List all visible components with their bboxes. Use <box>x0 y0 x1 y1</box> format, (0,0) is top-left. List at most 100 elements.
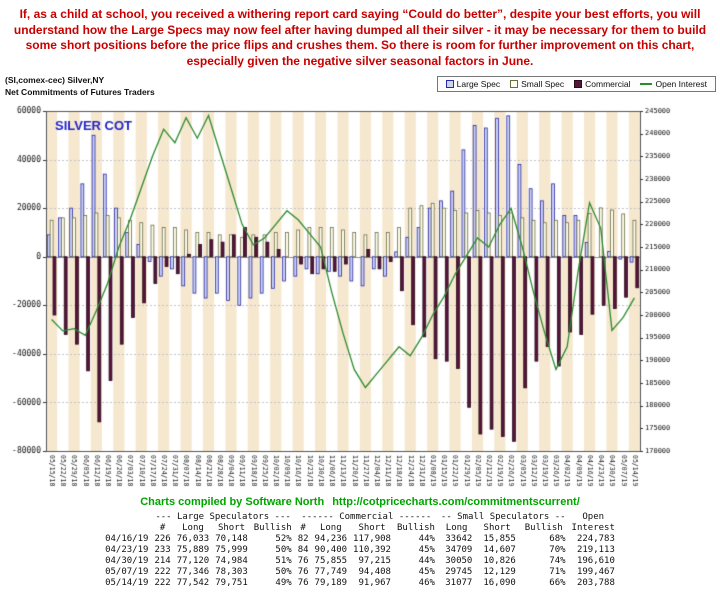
table-cell: 45% <box>418 545 435 556</box>
table-cell: 70% <box>549 545 566 556</box>
table-cell: 222 <box>154 578 171 589</box>
table-cell: 199,467 <box>576 567 615 578</box>
table-cell: 82 <box>297 534 309 545</box>
table-cell: 52% <box>275 534 292 545</box>
table-cell: 12,129 <box>483 567 516 578</box>
table-cell: 74,984 <box>215 556 248 567</box>
table-cell: 05/07/19 <box>105 567 149 578</box>
table-cell: 84 <box>297 545 309 556</box>
table-col-header: Short <box>217 523 246 534</box>
table-row: 05/07/19 222 77,346 78,303 50% 76 77,749 94,408… <box>102 567 618 578</box>
table-cell: 34709 <box>445 545 473 556</box>
table-cell: 75,889 <box>176 545 210 556</box>
table-col-header: Bullish <box>524 523 563 534</box>
table-cell: 44% <box>418 556 435 567</box>
table-cell: 90,400 <box>314 545 348 556</box>
chart-titles: (SI,comex-cec) Silver,NY Net Commitments… <box>5 75 155 99</box>
table-cell: 77,749 <box>314 567 348 578</box>
table-cell: 79,189 <box>314 578 348 589</box>
table-cell: 51% <box>275 556 292 567</box>
table-cell: 29745 <box>445 567 473 578</box>
table-cell: 04/30/19 <box>105 556 149 567</box>
table-group-header: --- Large Speculators --- <box>155 512 291 523</box>
table-cell: 14,607 <box>483 545 516 556</box>
table-cell: 45% <box>418 567 435 578</box>
table-cell: 44% <box>418 534 435 545</box>
table-cell: 79,751 <box>215 578 248 589</box>
table-col-header: Interest <box>571 523 615 534</box>
table-col-header: # <box>300 523 306 534</box>
table-cell: 50% <box>275 545 292 556</box>
table-cell: 74% <box>549 556 566 567</box>
table-cell: 75,855 <box>314 556 348 567</box>
cot-table: --- Large Speculators --- ------ Commerci… <box>102 512 618 589</box>
table-cell: 31077 <box>445 578 473 589</box>
commentary-text: If, as a child at school, you received a… <box>13 7 707 68</box>
table-cell: 77,542 <box>176 578 210 589</box>
table-col-header <box>102 523 151 534</box>
legend-item-small-spec: Small Spec <box>510 79 564 89</box>
instrument-title: (SI,comex-cec) Silver,NY <box>5 75 105 86</box>
table-cell: 04/16/19 <box>105 534 149 545</box>
table-cell: 233 <box>154 545 171 556</box>
open-interest-line-icon <box>640 83 653 86</box>
table-cell: 196,610 <box>576 556 615 567</box>
chart-subtitle: Net Commitments of Futures Traders <box>5 87 155 98</box>
credit-url[interactable]: http://cotpricecharts.com/commitmentscur… <box>332 496 580 509</box>
table-cell: 71% <box>549 567 566 578</box>
cot-chart-canvas <box>0 103 720 496</box>
legend-label: Large Spec <box>456 79 501 90</box>
legend-label: Open Interest <box>655 79 707 90</box>
legend-label: Small Spec <box>521 79 565 90</box>
table-col-header: Long <box>182 523 204 534</box>
credit-line: Charts compiled by Software North http://… <box>0 496 720 508</box>
table-col-header: Short <box>358 523 386 534</box>
table-col-header: Bullish <box>396 523 435 534</box>
table-cell: 49% <box>275 578 292 589</box>
table-cell: 226 <box>154 534 171 545</box>
table-cell: 04/23/19 <box>105 545 149 556</box>
table-cell: 76 <box>297 556 309 567</box>
table-group-header: -- Small Speculators -- <box>440 512 566 523</box>
table-cell: 222 <box>154 567 171 578</box>
table-cell: 77,346 <box>176 567 210 578</box>
legend-item-commercial: Commercial <box>574 79 630 89</box>
table-cell: 33642 <box>445 534 473 545</box>
table-row: 04/30/19 214 77,120 74,984 51% 76 75,855 97,215… <box>102 556 618 567</box>
table-cell: 15,855 <box>483 534 516 545</box>
legend-item-large-spec: Large Spec <box>445 79 501 90</box>
table-cell: 68% <box>549 534 566 545</box>
table-col-header: # <box>159 523 166 534</box>
table-group-header <box>102 512 151 523</box>
table-cell: 75,999 <box>215 545 248 556</box>
table-cell: 110,392 <box>353 545 391 556</box>
legend-item-open-interest: Open Interest <box>640 79 707 89</box>
table-col-header: Short <box>483 523 511 534</box>
table-col-header: Bullish <box>253 523 292 534</box>
table-cell: 91,967 <box>358 578 391 589</box>
table-group-header: ------ Commercial ------ <box>301 512 432 523</box>
table-col-header: Long <box>445 523 468 534</box>
table-cell: 76 <box>297 567 309 578</box>
chart-header: (SI,comex-cec) Silver,NY Net Commitments… <box>0 73 720 103</box>
table-cell: 76 <box>297 578 309 589</box>
table-cell: 76,033 <box>176 534 210 545</box>
large-spec-swatch-icon <box>445 80 454 89</box>
table-row: 05/14/19 222 77,542 79,751 49% 76 79,189 91,967… <box>102 578 618 589</box>
table-cell: 66% <box>549 578 566 589</box>
table-cell: 05/14/19 <box>105 578 149 589</box>
small-spec-swatch-icon <box>510 80 519 89</box>
table-cell: 94,408 <box>358 567 391 578</box>
table-col-header: Long <box>319 523 342 534</box>
table-cell: 30050 <box>445 556 473 567</box>
table-row: 04/16/19 226 76,033 70,148 52% 82 94,236 117,90… <box>102 534 618 545</box>
table-group-header-row: --- Large Speculators --- ------ Commerci… <box>102 512 618 523</box>
table-col-header-row: # Long Short Bullish # Long Short Bullish Long Sh… <box>102 523 618 534</box>
table-group-header: Open <box>582 512 605 523</box>
commercial-swatch-icon <box>574 80 583 89</box>
credit-text: Charts compiled by Software North <box>140 496 325 509</box>
table-row: 04/23/19 233 75,889 75,999 50% 84 90,400 110,39… <box>102 545 618 556</box>
table-cell: 46% <box>418 578 435 589</box>
table-cell: 77,120 <box>176 556 210 567</box>
table-cell: 117,908 <box>353 534 391 545</box>
